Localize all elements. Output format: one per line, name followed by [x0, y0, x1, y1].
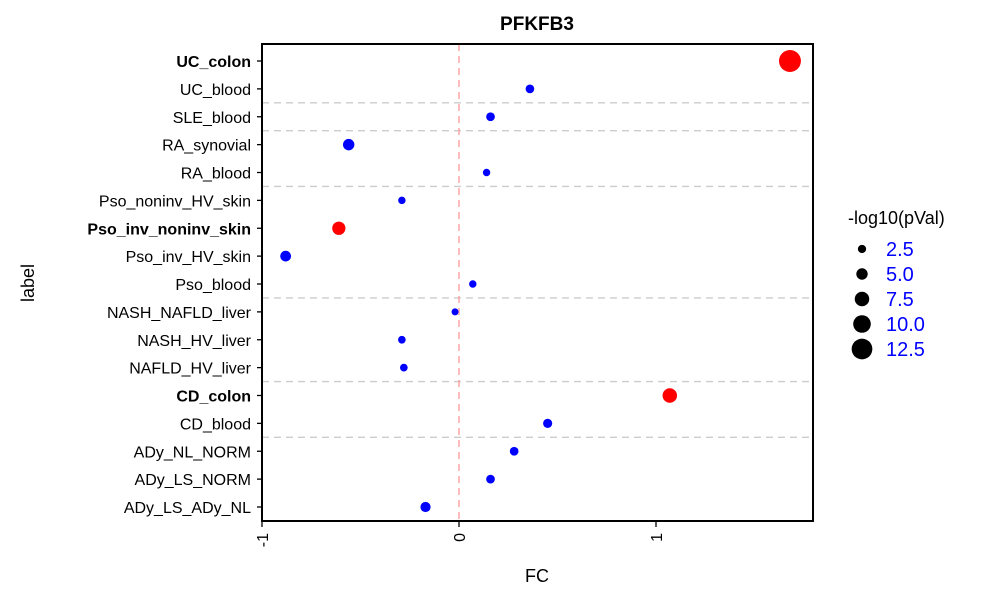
data-point-nash-nafld-liver: [451, 308, 459, 316]
y-tick-label: CD_blood: [180, 416, 251, 433]
y-tick-label: NAFLD_HV_liver: [129, 361, 251, 378]
x-tick-label: 1: [649, 533, 666, 542]
legend-entry-label: 12.5: [886, 339, 925, 361]
data-point-cd-blood: [543, 418, 553, 428]
data-point-ady-nl-norm: [509, 446, 519, 456]
y-tick-label: NASH_NAFLD_liver: [107, 305, 252, 322]
legend-size-key: [857, 244, 867, 254]
y-tick-label: SLE_blood: [173, 110, 251, 127]
data-point-ra-synovial: [342, 138, 355, 151]
plot-panel-border: [261, 43, 814, 522]
y-tick-label: Pso_noninv_HV_skin: [99, 193, 251, 210]
x-tick-label: -1: [255, 533, 272, 547]
legend-title: -log10(pVal): [848, 208, 945, 228]
y-tick-label: UC_blood: [180, 82, 251, 99]
y-axis: UC_colon UC_blood SLE_blood RA_synovial RA_b…: [87, 54, 262, 517]
group-separators: [262, 102, 813, 438]
x-axis: -1 0 1: [255, 521, 666, 547]
data-point-cd-colon: [662, 388, 678, 403]
data-point-uc-blood: [525, 84, 535, 94]
y-tick-label: RA_synovial: [162, 138, 251, 155]
legend-size-key: [851, 338, 873, 360]
legend-entry-label: 5.0: [886, 264, 914, 286]
legend-entry-label: 2.5: [886, 239, 914, 261]
data-point-ady-ls-ady-nl: [420, 501, 431, 513]
data-point-ady-ls-norm: [486, 474, 495, 484]
y-tick-label: Pso_blood: [175, 277, 251, 294]
data-point-pso-blood: [469, 280, 477, 288]
x-axis-title: FC: [525, 566, 549, 586]
y-axis-title: label: [18, 264, 38, 302]
y-tick-label: ADy_LS_NORM: [135, 472, 251, 489]
data-point-pso-noninv-hv-skin: [398, 196, 406, 205]
y-tick-label: UC_colon: [176, 54, 251, 71]
y-tick-label: Pso_inv_noninv_skin: [87, 221, 251, 238]
legend-size-key: [856, 268, 868, 280]
data-point-sle-blood: [486, 112, 495, 122]
data-point-nafld-hv-liver: [400, 363, 408, 372]
y-tick-label: ADy_LS_ADy_NL: [124, 500, 251, 517]
y-tick-label: ADy_NL_NORM: [134, 444, 251, 461]
y-tick-label: CD_colon: [176, 389, 251, 406]
data-point-pso-inv-hv-skin: [280, 250, 292, 262]
legend-entry-label: 10.0: [886, 314, 925, 336]
chart-title: PFKFB3: [500, 14, 574, 35]
x-tick-label: 0: [452, 533, 469, 542]
legend-entry-label: 7.5: [886, 289, 914, 311]
legend-size-key: [854, 291, 870, 307]
data-point-nash-hv-liver: [398, 335, 406, 344]
y-tick-label: NASH_HV_liver: [137, 333, 251, 350]
legend-size-key: [853, 315, 871, 333]
data-point-uc-colon: [778, 50, 801, 72]
y-tick-label: RA_blood: [181, 166, 251, 183]
legend: -log10(pVal) 2.5 5.0 7.5 10.0 12.5: [848, 208, 945, 361]
data-point-ra-blood: [482, 168, 491, 177]
y-tick-label: Pso_inv_HV_skin: [126, 249, 251, 266]
data-point-pso-inv-noninv-skin: [332, 221, 346, 235]
data-points: [280, 50, 801, 513]
